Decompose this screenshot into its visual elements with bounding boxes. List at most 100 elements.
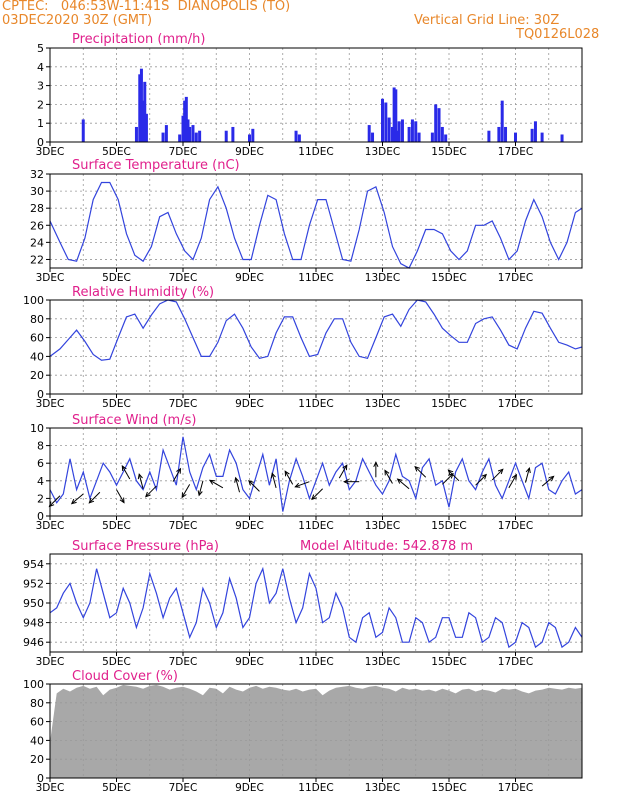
wind-vector	[284, 471, 294, 485]
panel-title: Surface Pressure (hPa)	[72, 539, 219, 554]
precip-bar	[387, 117, 391, 142]
wind-vector	[295, 481, 310, 488]
wind-arrowhead	[525, 466, 531, 474]
precip-bar	[184, 96, 188, 142]
x-tick-label: 13DEC	[365, 272, 400, 284]
y-tick-label: 28	[30, 202, 44, 215]
precip-bar	[540, 132, 544, 142]
x-tick-label: 9DEC	[235, 656, 264, 668]
precip-bar	[183, 100, 187, 142]
precip-bar	[81, 119, 85, 142]
wind-arrowhead	[548, 475, 555, 482]
precip-bar	[297, 134, 301, 142]
x-tick-label: 11DEC	[298, 520, 333, 532]
precip-bar	[367, 125, 371, 142]
x-tick-label: 7DEC	[169, 146, 198, 158]
precip-bar	[134, 126, 138, 142]
wind-arrowhead	[414, 465, 420, 472]
x-tick-label: 5DEC	[102, 520, 131, 532]
precip-bar	[294, 130, 298, 142]
panel-title: Relative Humidity (%)	[72, 285, 214, 300]
y-tick-label: 5	[37, 42, 44, 55]
precip-bar	[497, 126, 501, 142]
wind-vector	[541, 476, 554, 487]
y-tick-label: 946	[23, 636, 44, 649]
wind-vector	[491, 468, 504, 481]
wind-arrowhead	[294, 482, 301, 488]
header-station: CPTEC: 046:53W-11:41S DIANOPOLIS (TO)	[2, 0, 291, 14]
x-tick-label: 5DEC	[102, 146, 131, 158]
y-tick-label: 948	[23, 617, 44, 630]
x-tick-label: 11DEC	[298, 782, 333, 794]
wind-arrowhead	[497, 468, 504, 475]
wind-arrowhead	[481, 473, 488, 480]
series-line	[49, 299, 583, 361]
wind-arrowhead	[343, 479, 349, 485]
precip-bar	[417, 132, 421, 142]
wind-arrowhead	[270, 472, 276, 479]
y-tick-label: 22	[30, 253, 44, 266]
y-tick-label: 40	[30, 350, 44, 363]
precip-bar	[407, 126, 411, 142]
precip-bar	[144, 113, 148, 142]
x-tick-label: 5DEC	[102, 398, 131, 410]
x-tick-label: 7DEC	[169, 656, 198, 668]
wind-arrowhead	[137, 473, 143, 480]
x-tick-label: 5DEC	[102, 272, 131, 284]
x-tick-label: 9DEC	[235, 398, 264, 410]
wind-vector	[441, 473, 454, 485]
precip-bar	[139, 68, 143, 142]
wind-vector	[181, 484, 191, 498]
precip-bar	[381, 98, 384, 142]
panel-6	[46, 683, 583, 782]
precip-bar	[141, 100, 145, 142]
wind-vector	[121, 465, 131, 480]
x-tick-label: 9DEC	[235, 782, 264, 794]
y-tick-label: 1	[37, 117, 44, 130]
panel-3	[46, 299, 583, 398]
wind-arrowhead	[234, 476, 240, 483]
precip-bar	[248, 134, 251, 142]
x-tick-label: 9DEC	[235, 272, 264, 284]
x-tick-label: 5DEC	[102, 656, 131, 668]
wind-vector	[384, 470, 393, 484]
wind-arrowhead	[284, 470, 290, 477]
wind-vector	[145, 485, 157, 498]
series-line	[49, 181, 583, 269]
wind-arrowhead	[447, 469, 454, 476]
y-tick-label: 100	[23, 678, 44, 691]
x-tick-label: 15DEC	[431, 146, 466, 158]
header-grid-note: Vertical Grid Line: 30Z	[414, 13, 560, 28]
wind-vector	[271, 473, 277, 488]
precip-bar	[181, 115, 185, 142]
precip-bar	[440, 126, 444, 142]
wind-vector	[311, 488, 324, 500]
panel-1	[46, 47, 583, 146]
precip-bar	[390, 126, 394, 142]
y-tick-label: 60	[30, 716, 44, 729]
x-tick-label: 11DEC	[298, 398, 333, 410]
precip-bar	[231, 126, 235, 142]
wind-vector	[116, 489, 125, 503]
precip-bar	[430, 132, 434, 142]
precip-bar	[414, 121, 418, 142]
wind-vector	[397, 478, 410, 490]
y-tick-label: 24	[30, 236, 44, 249]
x-tick-label: 5DEC	[102, 782, 131, 794]
wind-arrowhead	[119, 497, 125, 504]
x-tick-label: 3DEC	[36, 520, 65, 532]
x-tick-label: 3DEC	[36, 656, 65, 668]
panel-2	[46, 173, 583, 272]
panel-5	[46, 553, 583, 656]
wind-vector	[448, 469, 460, 482]
precip-bar	[191, 125, 195, 142]
precip-bar	[400, 119, 404, 142]
x-tick-label: 9DEC	[235, 520, 264, 532]
wind-arrowhead	[311, 494, 317, 501]
precip-bar	[164, 125, 168, 142]
x-tick-label: 9DEC	[235, 146, 264, 158]
precip-bar	[514, 132, 517, 142]
y-tick-label: 30	[30, 185, 44, 198]
y-tick-label: 32	[30, 168, 44, 181]
precip-bar	[251, 128, 255, 142]
